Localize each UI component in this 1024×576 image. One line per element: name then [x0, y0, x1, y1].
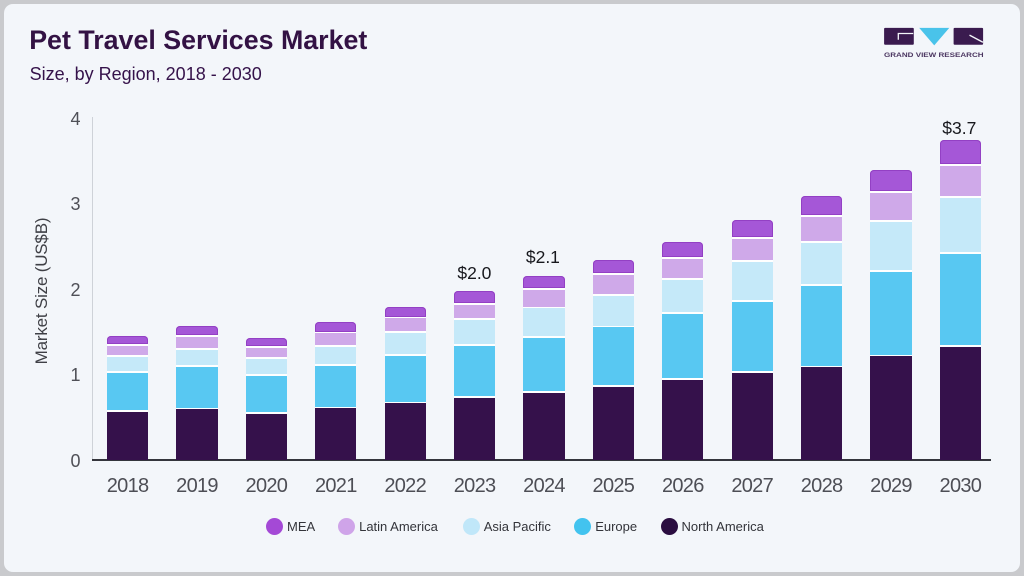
svg-text:GRAND VIEW RESEARCH: GRAND VIEW RESEARCH: [884, 52, 984, 59]
